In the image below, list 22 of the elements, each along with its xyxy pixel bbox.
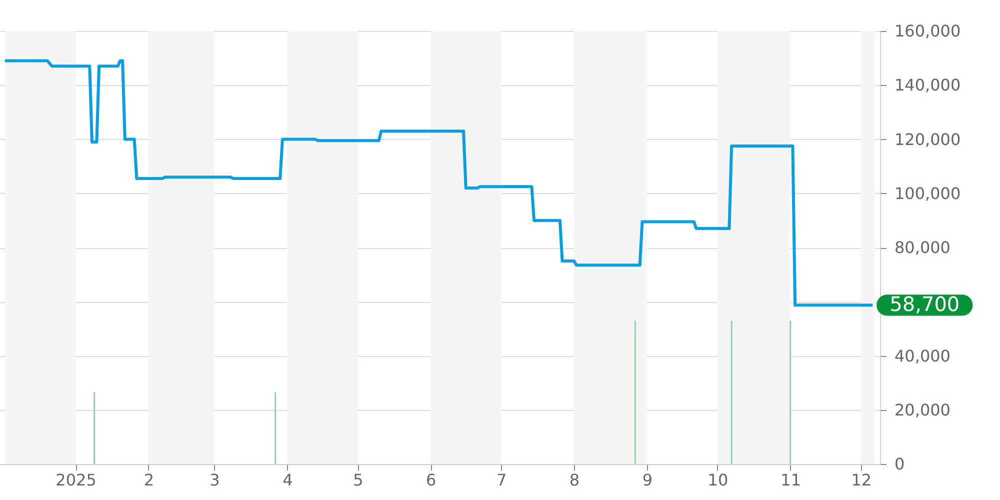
x-tick-label: 2 xyxy=(144,470,154,490)
x-tick-label: 7 xyxy=(496,470,507,490)
x-tick-label: 8 xyxy=(569,470,580,490)
x-tick-label: 5 xyxy=(353,470,364,490)
x-tick-label: 12 xyxy=(851,470,872,490)
y-tick-label: 140,000 xyxy=(894,76,961,95)
x-tick-label: 9 xyxy=(642,470,653,490)
x-tick-label: 2025 xyxy=(56,470,96,490)
y-tick-label: 160,000 xyxy=(894,22,961,40)
x-tick-label: 3 xyxy=(210,470,220,490)
y-tick-label: 120,000 xyxy=(894,130,961,149)
x-tick-label: 10 xyxy=(708,470,728,490)
x-tick-label: 11 xyxy=(780,470,802,490)
y-tick-label: 0 xyxy=(894,454,905,474)
annotation: 58,700 xyxy=(890,292,960,316)
line-series xyxy=(4,59,874,307)
y-tick-label: 100,000 xyxy=(894,184,961,203)
x-tick-label: 4 xyxy=(282,470,293,490)
y-tick-label: 20,000 xyxy=(894,400,950,420)
x-tick-label: 6 xyxy=(426,470,436,490)
y-tick-label: 40,000 xyxy=(894,346,950,366)
y-tick-label: 80,000 xyxy=(894,238,950,257)
